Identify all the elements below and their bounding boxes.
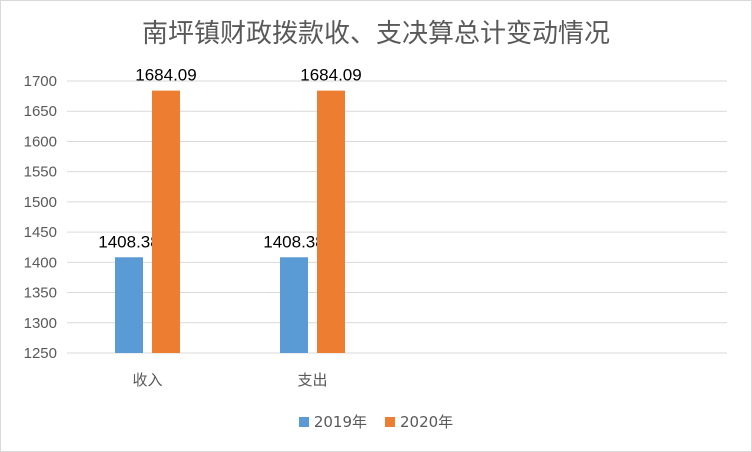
legend-item-2020: 2020年 (385, 411, 453, 432)
x-category-label: 支出 (297, 371, 327, 389)
y-tick-label: 1250 (24, 345, 57, 362)
bar (280, 257, 308, 353)
bar (152, 90, 180, 354)
chart-title: 南坪镇财政拨款收、支决算总计变动情况 (141, 19, 610, 49)
data-label: 1408.38 (98, 232, 159, 251)
data-label: 1684.09 (300, 66, 361, 85)
y-tick-label: 1300 (24, 315, 57, 332)
legend: 2019年 2020年 (1, 411, 751, 432)
y-tick-label: 1400 (24, 254, 57, 271)
legend-swatch-2020 (385, 416, 395, 427)
y-tick-label: 1650 (24, 103, 57, 120)
bar (115, 257, 143, 353)
x-category-label: 收入 (132, 371, 162, 389)
data-label: 1408.38 (263, 232, 324, 251)
legend-label-2020: 2020年 (400, 413, 454, 431)
legend-swatch-2019 (298, 416, 309, 427)
y-tick-label: 1550 (24, 164, 57, 181)
y-tick-label: 1700 (24, 73, 57, 90)
y-tick-label: 1500 (24, 194, 57, 211)
y-tick-label: 1450 (24, 224, 57, 241)
legend-item-2019: 2019年 (298, 411, 367, 432)
y-tick-label: 1350 (24, 285, 57, 302)
data-label: 1684.09 (135, 66, 196, 85)
y-tick-label: 1600 (24, 133, 57, 150)
bar (317, 90, 345, 354)
legend-label-2019: 2019年 (313, 413, 367, 431)
